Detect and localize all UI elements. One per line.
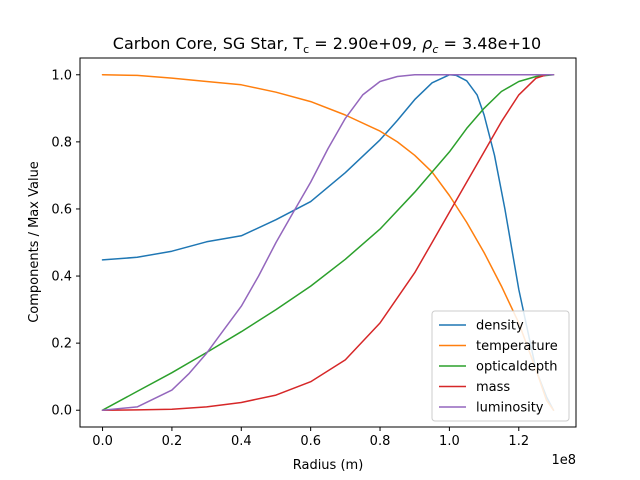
legend-box [431,310,570,422]
x-axis-offset-label: 1e8 [551,453,576,468]
legend-label-density: density [476,319,524,334]
x-tick-label: 0.2 [162,434,183,449]
x-tick-label: 0.4 [231,434,252,449]
legend: density temperature opticaldepth mass lumino… [431,310,570,422]
series-line-density [101,74,555,411]
y-tick-label: 0.4 [51,270,72,285]
y-axis-ticks: 0.0 0.2 0.4 0.6 0.8 1.0 [51,68,80,419]
y-tick-label: 0.2 [51,337,72,352]
axes-frame [79,57,577,428]
y-tick-label: 1.0 [51,68,72,83]
y-tick-label: 0.6 [51,202,72,217]
y-tick-label: 0.8 [51,135,72,150]
series-line-mass [101,74,555,411]
legend-items: density temperature opticaldepth mass lumino… [439,319,558,416]
x-axis-label: Radius (m) [293,458,364,473]
legend-label-opticaldepth: opticaldepth [476,360,557,375]
x-tick-label: 1.2 [508,434,529,449]
x-tick-label: 0.0 [92,434,113,449]
y-axis-label: Components / Max Value [27,161,42,323]
legend-label-mass: mass [476,380,510,395]
series-line-opticaldepth [101,74,555,411]
legend-label-luminosity: luminosity [476,401,544,416]
series-line-luminosity [101,74,555,411]
x-tick-label: 0.8 [370,434,391,449]
legend-label-temperature: temperature [476,339,558,354]
y-tick-label: 0.0 [51,404,72,419]
chart-title: Carbon Core, SG Star, Tc = 2.90e+09, ρc … [113,34,541,56]
x-tick-label: 1.0 [439,434,460,449]
x-axis-ticks: 0.0 0.2 0.4 0.6 0.8 1.0 1.2 [92,427,529,449]
x-tick-label: 0.6 [300,434,321,449]
series-layer [101,74,555,411]
